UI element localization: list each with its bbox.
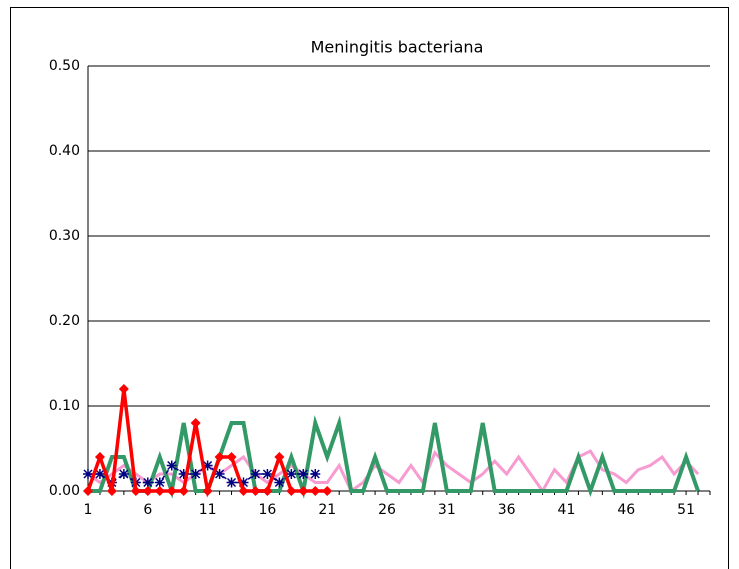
x-tick-label: 51: [677, 502, 695, 518]
diamond-marker: [262, 486, 273, 496]
star-marker: [190, 469, 201, 479]
star-marker: [262, 469, 273, 479]
star-marker: [166, 460, 177, 471]
diamond-marker: [310, 486, 321, 496]
diamond-marker: [94, 452, 105, 462]
chart-title: Meningitis bacteriana: [311, 38, 484, 57]
star-marker: [274, 477, 285, 488]
x-tick-label: 16: [259, 502, 277, 518]
star-marker: [83, 469, 93, 479]
star-marker: [286, 469, 297, 479]
x-tick-label: 36: [498, 502, 516, 518]
diamond-marker: [106, 486, 117, 496]
y-tick-label: 0.00: [49, 483, 80, 499]
y-tick-label: 0.30: [49, 228, 80, 244]
y-tick-label: 0.50: [49, 58, 80, 74]
diamond-marker: [226, 452, 237, 462]
chart-frame: [10, 7, 729, 569]
star-marker: [94, 469, 105, 479]
x-tick-label: 21: [318, 502, 336, 518]
diamond-marker: [250, 486, 261, 496]
diamond-marker: [166, 486, 177, 496]
diamond-marker: [178, 486, 189, 496]
diamond-marker: [214, 452, 225, 462]
diamond-marker: [83, 486, 93, 496]
star-marker: [238, 477, 249, 488]
diamond-marker: [322, 486, 333, 496]
y-tick-label: 0.40: [49, 143, 80, 159]
diamond-marker: [238, 486, 249, 496]
x-tick-label: 31: [438, 502, 456, 518]
star-marker: [142, 477, 153, 488]
y-tick-label: 0.10: [49, 398, 80, 414]
x-tick-label: 26: [378, 502, 396, 518]
star-marker: [154, 477, 165, 488]
diamond-marker: [142, 486, 153, 496]
star-marker: [178, 469, 189, 479]
x-tick-label: 1: [84, 502, 93, 518]
diamond-marker: [130, 486, 141, 496]
series-line: [87, 449, 700, 494]
diamond-marker: [202, 486, 213, 496]
x-tick-label: 6: [143, 502, 152, 518]
star-marker: [310, 469, 321, 479]
star-marker: [202, 460, 213, 471]
star-marker: [226, 477, 237, 488]
star-marker: [298, 469, 309, 479]
star-marker: [214, 469, 225, 479]
diamond-marker: [118, 384, 129, 394]
diamond-marker: [274, 452, 285, 462]
diamond-marker: [286, 486, 297, 496]
x-tick-label: 41: [558, 502, 576, 518]
y-tick-label: 0.20: [49, 313, 80, 329]
diamond-marker: [154, 486, 165, 496]
star-marker: [118, 469, 129, 479]
diamond-marker: [298, 486, 309, 496]
x-tick-label: 46: [617, 502, 635, 518]
x-tick-label: 11: [199, 502, 217, 518]
diamond-marker: [190, 418, 201, 428]
star-marker: [250, 469, 261, 479]
